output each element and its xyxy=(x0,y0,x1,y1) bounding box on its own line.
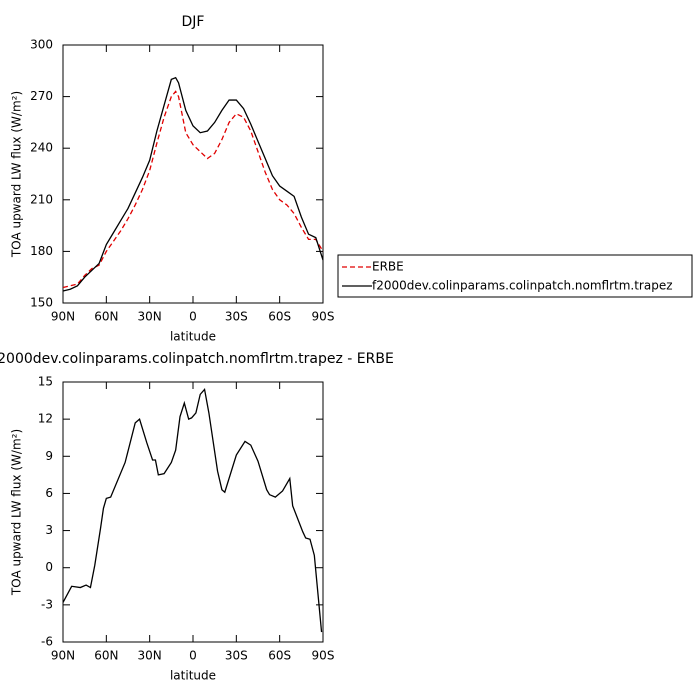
x-tick-label: 60N xyxy=(94,649,118,663)
x-tick-label: 60S xyxy=(268,649,291,663)
x-tick-label: 30S xyxy=(225,310,248,324)
y-tick-label: 270 xyxy=(30,89,53,103)
x-axis-label: latitude xyxy=(170,330,216,344)
y-tick-label: 0 xyxy=(45,560,53,574)
y-tick-label: -6 xyxy=(41,635,53,649)
x-tick-label: 60S xyxy=(268,310,291,324)
x-tick-label: 30N xyxy=(138,649,162,663)
data-line xyxy=(62,76,324,292)
y-tick-label: 210 xyxy=(30,192,53,206)
y-tick-label: -3 xyxy=(41,597,53,611)
y-tick-label: 240 xyxy=(30,141,53,155)
data-line xyxy=(62,387,323,633)
y-axis-label: TOA upward LW flux (W/m²) xyxy=(10,91,24,258)
y-tick-label: 9 xyxy=(45,449,53,463)
y-tick-label: 6 xyxy=(45,486,53,500)
legend-box xyxy=(337,254,693,298)
x-tick-label: 30N xyxy=(138,310,162,324)
x-tick-label: 0 xyxy=(189,649,197,663)
legend-label: f2000dev.colinparams.colinpatch.nomflrtm… xyxy=(372,279,673,293)
x-axis-label: latitude xyxy=(170,669,216,683)
x-tick-label: 0 xyxy=(189,310,197,324)
legend-label: ERBE xyxy=(372,260,404,274)
x-tick-label: 90N xyxy=(51,310,75,324)
x-tick-label: 90N xyxy=(51,649,75,663)
y-tick-label: 180 xyxy=(30,244,53,258)
plot-frame xyxy=(62,44,324,304)
x-tick-label: 30S xyxy=(225,649,248,663)
chart-title: f2000dev.colinparams.colinpatch.nomflrtm… xyxy=(0,351,394,367)
x-tick-label: 60N xyxy=(94,310,118,324)
x-tick-label: 90S xyxy=(312,310,335,324)
y-tick-label: 15 xyxy=(38,375,53,389)
plot-frame xyxy=(62,381,324,643)
y-tick-label: 12 xyxy=(38,412,53,426)
x-tick-label: 90S xyxy=(312,649,335,663)
y-tick-label: 3 xyxy=(45,523,53,537)
chart-title: DJF xyxy=(182,14,205,30)
y-tick-label: 300 xyxy=(30,38,53,52)
y-axis-label: TOA upward LW flux (W/m²) xyxy=(10,429,24,596)
y-tick-label: 150 xyxy=(30,296,53,310)
